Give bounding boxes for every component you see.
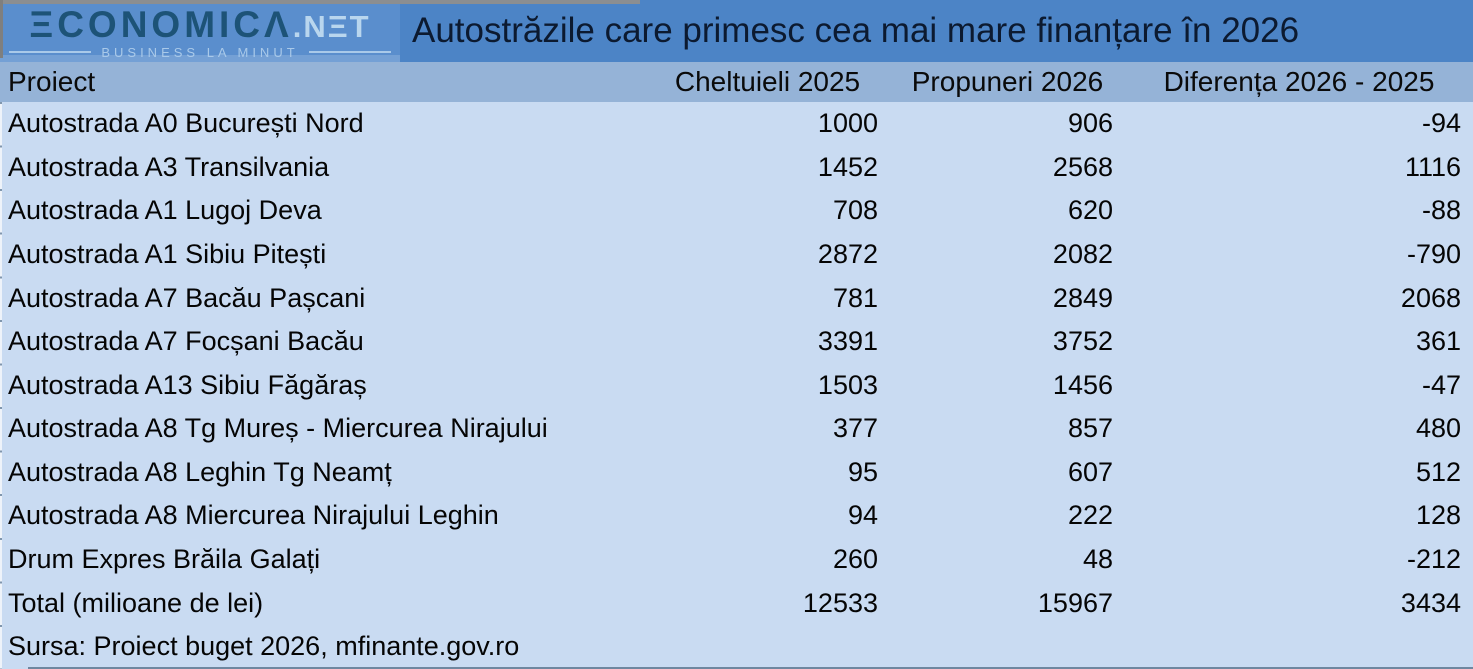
cell-cheltuieli-2025: 12533 [802, 587, 878, 618]
top-bar: ΞCONOMICΛ.NΞT BUSINESS LA MINUT Autostră… [0, 0, 1473, 62]
cell-propuneri-2026: 3752 [1052, 326, 1113, 357]
cell-proiect: Autostrada A3 Transilvania [8, 151, 330, 182]
cell-cheltuieli-2025: 95 [847, 456, 878, 487]
table-row: Autostrada A7 Bacău Pașcani 781 2849 206… [0, 276, 1473, 320]
cell-cheltuieli-2025: 2872 [817, 239, 878, 270]
cell-proiect: Autostrada A0 București Nord [8, 108, 364, 139]
tagline-rule-right [308, 51, 391, 53]
cell-proiect: Total (milioane de lei) [8, 587, 264, 618]
cell-propuneri-2026: 620 [1067, 195, 1113, 226]
cell-cheltuieli-2025: 708 [832, 195, 878, 226]
screenshot-crop-strip-left [0, 0, 3, 58]
cell-diferenta: -790 [1406, 239, 1461, 270]
cell-diferenta: -212 [1406, 544, 1461, 575]
table-row: Autostrada A0 București Nord 1000 906 -9… [0, 102, 1473, 146]
logo-tagline: BUSINESS LA MINUT [9, 44, 391, 60]
column-header-propuneri-2026: Propuneri 2026 [911, 66, 1104, 97]
cell-diferenta: 2068 [1400, 282, 1461, 313]
column-header-proiect: Proiect [8, 66, 96, 97]
table-row: Autostrada A13 Sibiu Făgăraș 1503 1456 -… [0, 363, 1473, 408]
cell-propuneri-2026: 906 [1067, 108, 1113, 139]
economica-wordmark: ΞCONOMICΛ.NΞT [29, 6, 370, 43]
cell-diferenta: 3434 [1400, 587, 1461, 618]
cell-diferenta: -88 [1421, 195, 1461, 226]
cell-cheltuieli-2025: 1452 [817, 151, 878, 182]
table-row: Total (milioane de lei) 12533 15967 3434 [0, 581, 1473, 625]
tagline-text: BUSINESS LA MINUT [101, 44, 299, 60]
cell-diferenta: 1116 [1404, 151, 1461, 182]
cell-proiect: Autostrada A8 Leghin Tg Neamț [8, 456, 392, 487]
cell-cheltuieli-2025: 377 [832, 413, 878, 444]
cell-proiect: Autostrada A13 Sibiu Făgăraș [8, 369, 367, 400]
table-row: Autostrada A1 Lugoj Deva 708 620 -88 [0, 189, 1473, 233]
cell-diferenta: -94 [1421, 108, 1461, 139]
screenshot-crop-strip-top [0, 0, 640, 4]
cell-cheltuieli-2025: 94 [847, 500, 878, 531]
table-row: Autostrada A7 Focșani Bacău 3391 3752 36… [0, 319, 1473, 364]
cell-cheltuieli-2025: 1503 [817, 369, 878, 400]
column-header-cheltuieli-2025: Cheltuieli 2025 [674, 66, 861, 97]
table-header-row: Proiect Cheltuieli 2025 Propuneri 2026 D… [0, 62, 1473, 102]
cell-proiect: Drum Expres Brăila Galați [8, 544, 321, 575]
cell-proiect: Autostrada A7 Focșani Bacău [8, 326, 364, 357]
cell-propuneri-2026: 2082 [1052, 239, 1113, 270]
cell-diferenta: 512 [1415, 456, 1461, 487]
cell-propuneri-2026: 2849 [1052, 282, 1113, 313]
column-header-diferenta: Diferența 2026 - 2025 [1163, 66, 1435, 97]
cell-proiect: Autostrada A8 Tg Mureș - Miercurea Niraj… [8, 413, 548, 444]
table-row: Autostrada A8 Tg Mureș - Miercurea Niraj… [0, 407, 1473, 451]
cell-diferenta: 480 [1415, 413, 1461, 444]
page-title: Autostrăzile care primesc cea mai mare f… [412, 11, 1300, 50]
source-note: Sursa: Proiect buget 2026, mfinante.gov.… [0, 624, 1473, 669]
left-gridline-ticks [0, 102, 2, 669]
cell-diferenta: 361 [1415, 326, 1461, 357]
cell-propuneri-2026: 607 [1067, 456, 1113, 487]
cell-propuneri-2026: 1456 [1052, 369, 1113, 400]
tagline-rule-left [9, 51, 92, 53]
cell-cheltuieli-2025: 1000 [817, 108, 878, 139]
cell-propuneri-2026: 15967 [1037, 587, 1113, 618]
cell-propuneri-2026: 2568 [1052, 151, 1113, 182]
table-row: Autostrada A1 Sibiu Pitești 2872 2082 -7… [0, 232, 1473, 277]
cell-proiect: Autostrada A1 Sibiu Pitești [8, 239, 327, 270]
cell-proiect: Autostrada A8 Miercurea Nirajului Leghin [8, 500, 499, 531]
cell-propuneri-2026: 857 [1067, 413, 1113, 444]
table-row: Drum Expres Brăila Galați 260 48 -212 [0, 537, 1473, 582]
bottom-edge-strip [28, 667, 1473, 669]
table-row: Autostrada A8 Leghin Tg Neamț 95 607 512 [0, 450, 1473, 495]
cell-cheltuieli-2025: 260 [832, 544, 878, 575]
table-row: Autostrada A8 Miercurea Nirajului Leghin… [0, 494, 1473, 538]
table-row: Autostrada A3 Transilvania 1452 2568 111… [0, 145, 1473, 190]
funding-table: Proiect Cheltuieli 2025 Propuneri 2026 D… [0, 62, 1473, 669]
cell-cheltuieli-2025: 781 [832, 282, 878, 313]
cell-propuneri-2026: 48 [1082, 544, 1113, 575]
table-body: Autostrada A0 București Nord 1000 906 -9… [0, 102, 1473, 625]
wordmark-text: ΞCONOMICΛ [29, 3, 293, 45]
wordmark-suffix: .NΞT [292, 8, 371, 44]
cell-cheltuieli-2025: 3391 [817, 326, 878, 357]
economica-logo: ΞCONOMICΛ.NΞT BUSINESS LA MINUT [0, 0, 400, 62]
cell-proiect: Autostrada A7 Bacău Pașcani [8, 282, 366, 313]
cell-proiect: Autostrada A1 Lugoj Deva [8, 195, 322, 226]
cell-propuneri-2026: 222 [1067, 500, 1113, 531]
cell-diferenta: -47 [1421, 369, 1461, 400]
cell-diferenta: 128 [1415, 500, 1461, 531]
